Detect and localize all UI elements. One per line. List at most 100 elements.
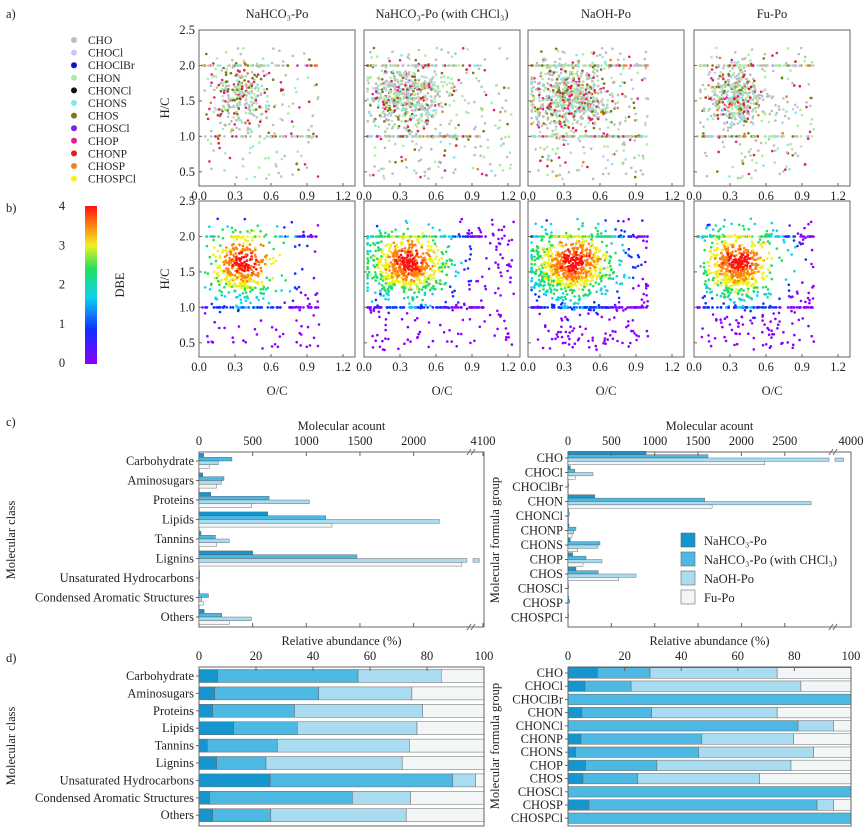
data-point <box>422 124 425 128</box>
data-point <box>220 278 223 282</box>
data-point <box>432 87 436 91</box>
data-point <box>254 248 257 252</box>
data-point <box>366 64 369 67</box>
data-point <box>233 112 236 115</box>
data-point <box>233 123 236 126</box>
data-point <box>567 170 571 174</box>
data-point <box>544 109 548 113</box>
data-point <box>581 109 584 112</box>
data-point <box>621 162 625 166</box>
data-point <box>721 73 725 76</box>
data-point <box>236 69 240 72</box>
data-point <box>531 106 535 110</box>
data-point <box>435 46 439 50</box>
data-point <box>565 91 569 95</box>
data-point <box>499 294 502 297</box>
data-point <box>473 235 477 238</box>
data-point <box>543 148 546 151</box>
data-point <box>387 290 391 294</box>
data-point <box>433 84 437 87</box>
data-point <box>283 301 287 305</box>
data-point <box>716 95 720 98</box>
data-point <box>639 169 643 172</box>
data-point <box>764 141 768 145</box>
data-point <box>417 120 421 124</box>
data-point <box>231 306 235 309</box>
data-point <box>548 90 552 93</box>
data-point <box>377 88 380 91</box>
x-tick-label: 1.2 <box>664 189 680 203</box>
data-point <box>420 119 424 123</box>
data-point <box>747 87 751 91</box>
data-point <box>733 64 736 67</box>
data-point <box>630 97 633 101</box>
data-point <box>734 89 737 92</box>
data-point <box>448 92 452 95</box>
data-point <box>406 227 410 231</box>
data-point <box>374 306 377 309</box>
data-point <box>718 101 721 104</box>
data-point <box>725 84 728 88</box>
data-point <box>589 118 592 122</box>
data-point <box>642 157 645 160</box>
data-point <box>493 334 497 337</box>
data-point <box>224 249 228 252</box>
data-point <box>427 83 431 86</box>
data-point <box>506 269 509 273</box>
data-point <box>723 135 727 138</box>
data-point <box>442 331 446 334</box>
data-point <box>279 175 283 178</box>
data-point <box>565 135 569 138</box>
data-point <box>705 154 708 158</box>
data-point <box>219 112 223 116</box>
data-point <box>227 84 231 87</box>
data-point <box>741 162 745 165</box>
data-point <box>238 118 241 122</box>
data-point <box>390 64 394 67</box>
data-point <box>305 345 309 349</box>
data-point <box>376 135 379 138</box>
data-point <box>236 306 239 309</box>
data-point <box>416 84 419 87</box>
data-point <box>743 135 747 138</box>
data-point <box>554 66 558 69</box>
data-point <box>613 135 617 138</box>
data-point <box>785 151 789 154</box>
data-point <box>770 96 774 100</box>
data-point <box>410 135 414 138</box>
data-point <box>617 219 620 223</box>
data-point <box>386 109 390 112</box>
data-point <box>479 106 483 110</box>
data-point <box>740 88 743 92</box>
data-point <box>394 142 397 146</box>
data-point <box>785 64 788 67</box>
data-point <box>645 143 649 146</box>
data-point <box>271 261 275 265</box>
data-point <box>420 75 424 78</box>
data-point <box>718 74 722 78</box>
data-point <box>737 83 740 86</box>
data-point <box>561 78 565 82</box>
data-point <box>481 306 484 309</box>
data-point <box>244 121 247 124</box>
data-point <box>227 103 230 107</box>
data-point <box>409 96 412 99</box>
data-point <box>736 176 740 180</box>
data-point <box>246 126 250 130</box>
data-point <box>423 80 427 83</box>
data-point <box>789 69 792 72</box>
data-point <box>403 102 407 105</box>
data-point <box>382 285 386 289</box>
data-point <box>233 289 236 293</box>
data-point <box>250 229 253 232</box>
data-point <box>220 269 223 273</box>
data-point <box>302 230 305 234</box>
data-point <box>555 77 559 81</box>
data-point <box>297 285 301 289</box>
data-point <box>624 119 627 123</box>
data-point <box>512 292 515 296</box>
data-point <box>421 298 424 302</box>
data-point <box>718 56 722 60</box>
data-point <box>387 298 390 301</box>
data-point <box>235 85 238 89</box>
